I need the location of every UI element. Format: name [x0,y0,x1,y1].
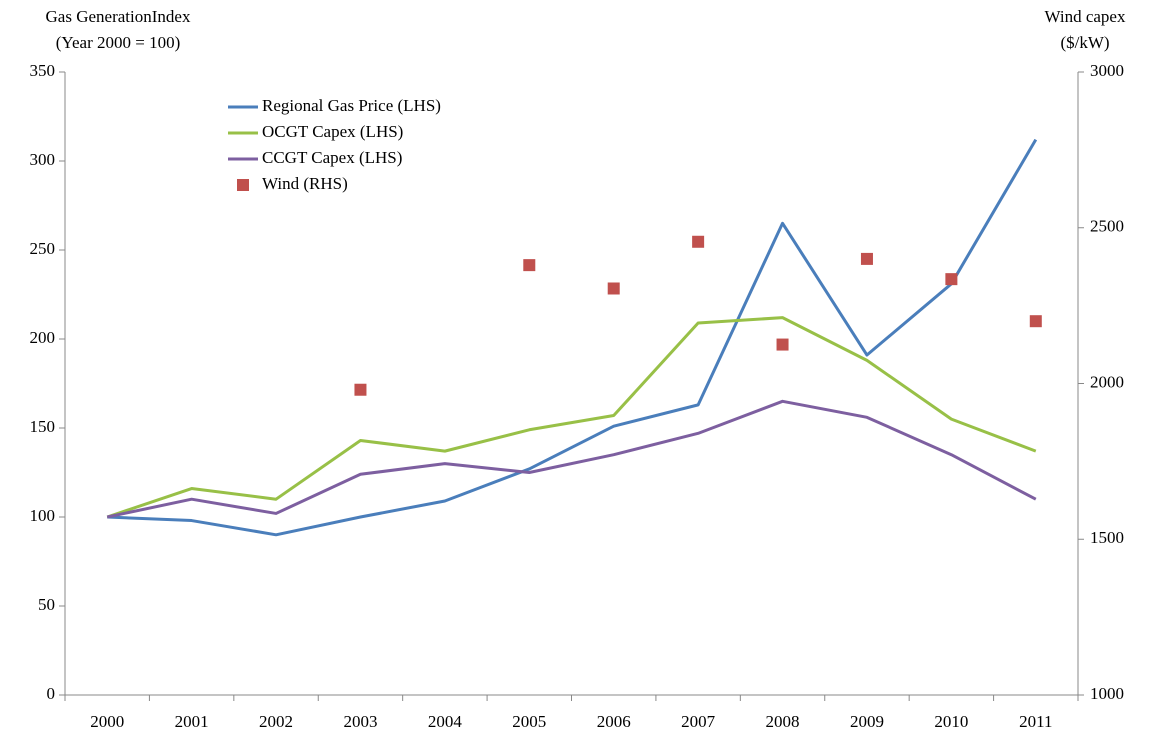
x-tick-label: 2000 [90,712,124,731]
x-tick-label: 2007 [681,712,716,731]
wind-marker [354,383,367,396]
y-tick-label: 0 [47,684,56,703]
x-tick-label: 2011 [1019,712,1052,731]
legend-label: Wind (RHS) [262,174,348,193]
y-tick-label: 300 [30,150,56,169]
wind-marker [1029,315,1042,328]
x-tick-label: 2003 [343,712,377,731]
y2-tick-label: 1000 [1090,684,1124,703]
x-tick-label: 2005 [512,712,546,731]
y-axis-title: (Year 2000 = 100) [56,33,181,52]
y-tick-label: 200 [30,328,56,347]
y2-tick-label: 2000 [1090,372,1124,391]
x-tick-label: 2010 [934,712,968,731]
y-tick-label: 50 [38,595,55,614]
wind-marker [692,235,705,248]
wind-marker [523,259,536,272]
y-tick-label: 350 [30,61,56,80]
x-tick-label: 2008 [766,712,800,731]
series-line [106,399,1037,519]
y2-axis-title: Wind capex [1045,7,1126,26]
y-tick-label: 250 [30,239,56,258]
legend-label: CCGT Capex (LHS) [262,148,402,167]
x-tick-label: 2004 [428,712,463,731]
y2-tick-label: 2500 [1090,217,1124,236]
legend-marker [237,179,249,191]
series-line [107,138,1038,537]
y-tick-label: 150 [30,417,56,436]
y-axis-title: Gas GenerationIndex [46,7,191,26]
y-tick-label: 100 [30,506,56,525]
x-tick-label: 2006 [597,712,631,731]
legend-label: Regional Gas Price (LHS) [262,96,441,115]
x-tick-label: 2001 [175,712,209,731]
y2-axis-title: ($/kW) [1060,33,1109,52]
wind-marker [776,338,789,351]
x-tick-label: 2002 [259,712,293,731]
wind-marker [945,273,958,286]
y2-tick-label: 3000 [1090,61,1124,80]
legend-label: OCGT Capex (LHS) [262,122,403,141]
wind-marker [860,252,873,265]
x-tick-label: 2009 [850,712,884,731]
series-line [106,316,1037,519]
y2-tick-label: 1500 [1090,528,1124,547]
wind-marker [607,282,620,295]
